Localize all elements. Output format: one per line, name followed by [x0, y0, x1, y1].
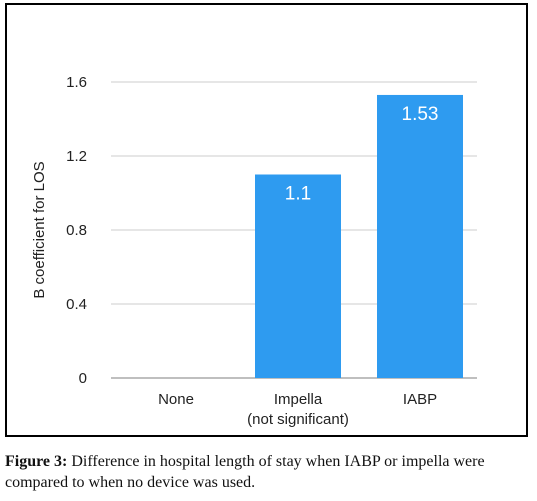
category-sublabel-impella: (not significant) [247, 411, 349, 428]
bar-chart: 0 0.4 0.8 1.2 1.6 1.1 1.53 None Impella (not si… [31, 74, 477, 428]
figure-caption: Figure 3: Difference in hospital length … [5, 451, 533, 493]
y-tick-label: 0 [79, 370, 87, 387]
y-tick-label: 1.2 [66, 148, 87, 165]
category-label-none: None [158, 391, 194, 408]
bars [255, 94, 463, 378]
chart-frame: 0 0.4 0.8 1.2 1.6 1.1 1.53 None Impella (not si… [5, 3, 528, 437]
bar-iabp [377, 94, 463, 378]
y-axis-ticks: 0 0.4 0.8 1.2 1.6 [66, 74, 87, 387]
data-label-iabp: 1.53 [402, 104, 439, 125]
caption-label: Figure 3: [5, 453, 68, 470]
data-label-impella: 1.1 [285, 184, 311, 205]
category-label-impella: Impella [274, 391, 323, 408]
y-tick-label: 0.8 [66, 222, 87, 239]
category-label-iabp: IABP [403, 391, 437, 408]
y-tick-label: 0.4 [66, 296, 87, 313]
caption-text: Difference in hospital length of stay wh… [5, 453, 485, 491]
y-tick-label: 1.6 [66, 74, 87, 91]
bar-impella [255, 174, 341, 378]
category-labels: None Impella (not significant) IABP [158, 391, 437, 428]
y-axis-label: B coefficient for LOS [31, 161, 48, 298]
data-labels: 1.1 1.53 [285, 104, 439, 205]
